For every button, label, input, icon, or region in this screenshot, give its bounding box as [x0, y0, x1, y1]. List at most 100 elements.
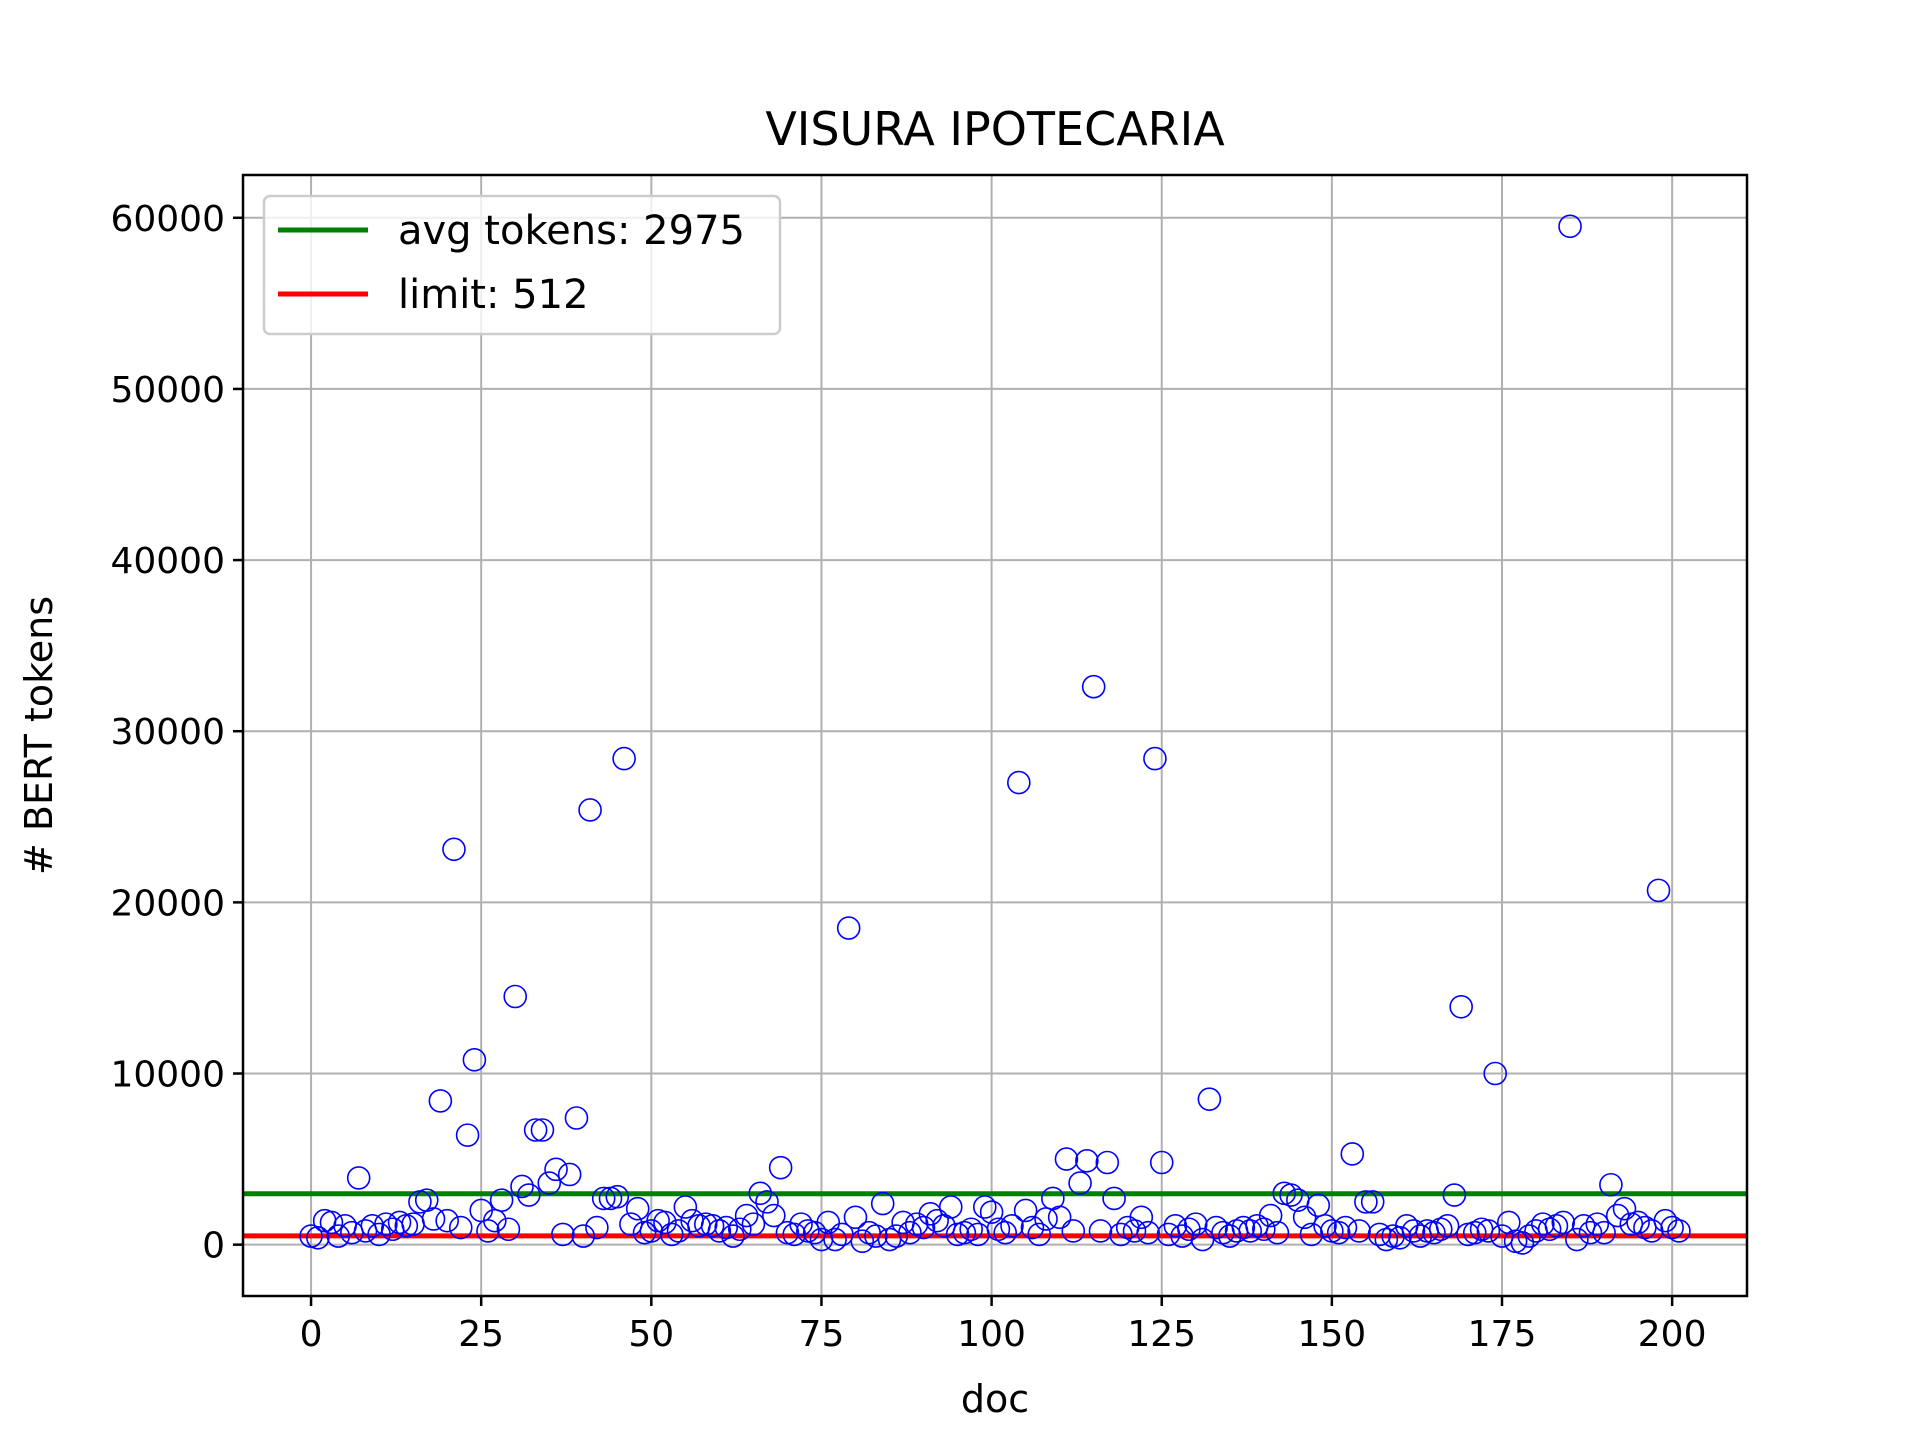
data-point	[523, 1118, 548, 1142]
data-point	[448, 1215, 473, 1240]
data-point	[306, 1226, 330, 1250]
data-point	[1537, 1217, 1562, 1242]
y-tick-label: 30000	[110, 712, 225, 753]
data-point	[1326, 1220, 1351, 1245]
x-tick-label: 150	[1298, 1314, 1367, 1355]
x-tick-label: 50	[628, 1314, 674, 1355]
data-point	[1020, 1215, 1045, 1240]
data-point	[659, 1222, 684, 1247]
data-point	[374, 1212, 398, 1236]
data-point	[741, 1212, 766, 1236]
data-point	[673, 1195, 698, 1219]
data-point	[1544, 1214, 1569, 1238]
data-point	[1667, 1219, 1691, 1243]
data-point	[768, 1155, 793, 1180]
x-tick-label: 175	[1468, 1314, 1537, 1355]
data-point	[1007, 770, 1031, 795]
x-tick-label: 200	[1638, 1314, 1707, 1355]
data-point	[1068, 1171, 1092, 1195]
data-point	[1333, 1215, 1358, 1240]
y-tick-label: 20000	[110, 883, 225, 924]
data-point	[1170, 1224, 1194, 1248]
data-point	[843, 1205, 868, 1230]
legend: avg tokens: 2975 limit: 512	[262, 194, 782, 336]
data-point	[1292, 1205, 1317, 1230]
data-point	[727, 1217, 752, 1242]
data-point	[1306, 1193, 1331, 1218]
data-point	[612, 746, 636, 771]
x-tick-label: 25	[458, 1314, 504, 1355]
data-point	[836, 916, 861, 940]
data-point	[1374, 1227, 1399, 1252]
data-point	[578, 798, 602, 822]
data-point	[986, 1217, 1011, 1242]
data-point	[1558, 214, 1582, 239]
chart-title: VISURA IPOTECARIA	[765, 102, 1225, 156]
data-point	[762, 1203, 786, 1228]
y-tick-label: 10000	[110, 1055, 225, 1096]
data-point	[537, 1171, 562, 1195]
data-point	[850, 1229, 875, 1254]
x-axis-title: doc	[961, 1377, 1029, 1421]
data-point	[462, 1048, 487, 1072]
data-point	[1136, 1220, 1160, 1245]
data-point	[1646, 878, 1671, 903]
data-point	[1476, 1219, 1501, 1243]
data-point	[387, 1210, 412, 1235]
data-point	[442, 837, 466, 862]
x-tick-label: 0	[300, 1314, 323, 1355]
y-tick-label: 50000	[110, 370, 225, 411]
data-point	[1183, 1212, 1208, 1236]
data-point	[918, 1202, 943, 1226]
data-point	[1197, 1087, 1222, 1111]
data-point	[721, 1224, 745, 1248]
data-point	[557, 1162, 582, 1187]
data-point	[346, 1166, 371, 1190]
data-point	[1204, 1215, 1228, 1240]
data-point	[319, 1210, 344, 1235]
data-point	[1422, 1220, 1446, 1245]
data-point	[870, 1191, 895, 1216]
data-point	[1388, 1226, 1412, 1250]
data-point	[1551, 1210, 1576, 1235]
data-point	[1401, 1219, 1426, 1243]
data-point	[700, 1214, 725, 1238]
legend-label-avg: avg tokens: 2975	[398, 208, 745, 254]
data-point	[1143, 746, 1167, 771]
x-tick-label: 100	[957, 1314, 1026, 1355]
y-tick-label: 60000	[110, 199, 225, 240]
data-point	[1088, 1219, 1113, 1243]
data-point	[1081, 674, 1106, 699]
data-point	[714, 1215, 738, 1240]
data-point	[816, 1210, 841, 1235]
data-point	[972, 1195, 997, 1219]
data-point	[1428, 1217, 1453, 1242]
data-point	[1109, 1222, 1133, 1247]
plot-frame	[241, 173, 1749, 1298]
data-point	[1129, 1205, 1154, 1230]
data-point	[1299, 1222, 1324, 1247]
data-point	[435, 1208, 459, 1233]
data-point	[1449, 994, 1473, 1019]
data-point	[952, 1220, 977, 1245]
x-tick-label: 75	[799, 1314, 845, 1355]
data-point	[1660, 1215, 1684, 1240]
data-point	[734, 1203, 759, 1228]
data-point	[1047, 1205, 1072, 1230]
data-point	[1027, 1222, 1052, 1247]
data-point	[1626, 1210, 1650, 1235]
y-axis-title: # BERT tokens	[17, 596, 61, 875]
data-point	[1238, 1219, 1263, 1243]
data-point	[1565, 1227, 1589, 1252]
data-point	[1360, 1190, 1385, 1214]
data-points	[299, 214, 1691, 1255]
data-point	[1442, 1183, 1467, 1207]
data-point	[530, 1118, 555, 1142]
data-point	[1265, 1220, 1290, 1245]
data-point	[585, 1215, 609, 1240]
data-point	[496, 1217, 521, 1242]
data-point	[1231, 1215, 1256, 1240]
data-point	[898, 1220, 922, 1245]
data-point	[625, 1196, 650, 1221]
